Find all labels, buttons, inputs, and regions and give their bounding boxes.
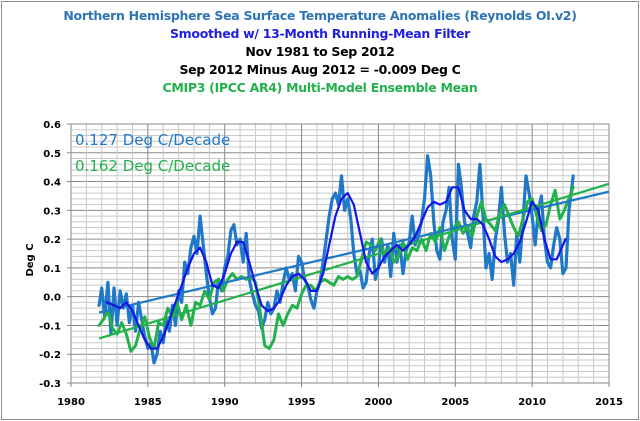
- y-tick-label: 0.0: [43, 293, 61, 304]
- x-axis-ticks: 1980 1985 1990 1995 2000 2005 2010 2015: [57, 383, 623, 408]
- y-tick-label: -0.2: [39, 350, 61, 361]
- trendline-cmip3: [98, 182, 610, 340]
- y-tick-label: -0.1: [39, 321, 61, 332]
- y-tick-label: 0.1: [43, 264, 61, 275]
- x-tick-label: 1990: [211, 397, 239, 408]
- series-line-cmip3-mean: [97, 185, 575, 353]
- y-axis-ticks: 0.6 0.5 0.4 0.3 0.2 0.1 0.0 -0.1 -0.2 -0.3: [39, 120, 71, 390]
- chart-title-line-3: Nov 1981 to Sep 2012: [245, 44, 395, 59]
- x-tick-label: 1980: [57, 397, 85, 408]
- chart-title-line-5: CMIP3 (IPCC AR4) Multi-Model Ensemble Me…: [162, 80, 478, 95]
- x-tick-label: 1995: [288, 397, 316, 408]
- chart-title-line-1: Northern Hemisphere Sea Surface Temperat…: [63, 8, 577, 23]
- y-tick-label: -0.3: [39, 379, 61, 390]
- x-tick-label: 2015: [595, 397, 623, 408]
- y-tick-label: 0.3: [43, 206, 61, 217]
- plot-area-border: [70, 123, 610, 384]
- x-tick-label: 2010: [518, 397, 546, 408]
- x-tick-label: 2000: [365, 397, 393, 408]
- chart-title-line-4: Sep 2012 Minus Aug 2012 = -0.009 Deg C: [179, 62, 461, 77]
- y-tick-label: 0.6: [43, 120, 61, 131]
- series-line-nh-sst: [97, 154, 575, 365]
- y-tick-label: 0.5: [43, 149, 61, 160]
- series-line-nh-sst-smoothed: [105, 186, 567, 350]
- x-tick-label: 2005: [441, 397, 469, 408]
- y-tick-label: 0.4: [43, 178, 61, 189]
- chart-title-line-2: Smoothed w/ 13-Month Running-Mean Filter: [169, 26, 471, 41]
- annotation-sst-trend: 0.127 Deg C/Decade: [75, 131, 230, 149]
- y-axis-label: Deg C: [25, 243, 36, 276]
- y-tick-label: 0.2: [43, 235, 61, 246]
- x-tick-label: 1985: [134, 397, 162, 408]
- trendline-nh-sst: [98, 190, 610, 314]
- series-group: [97, 154, 610, 365]
- annotation-model-trend: 0.162 Deg C/Decade: [75, 157, 230, 175]
